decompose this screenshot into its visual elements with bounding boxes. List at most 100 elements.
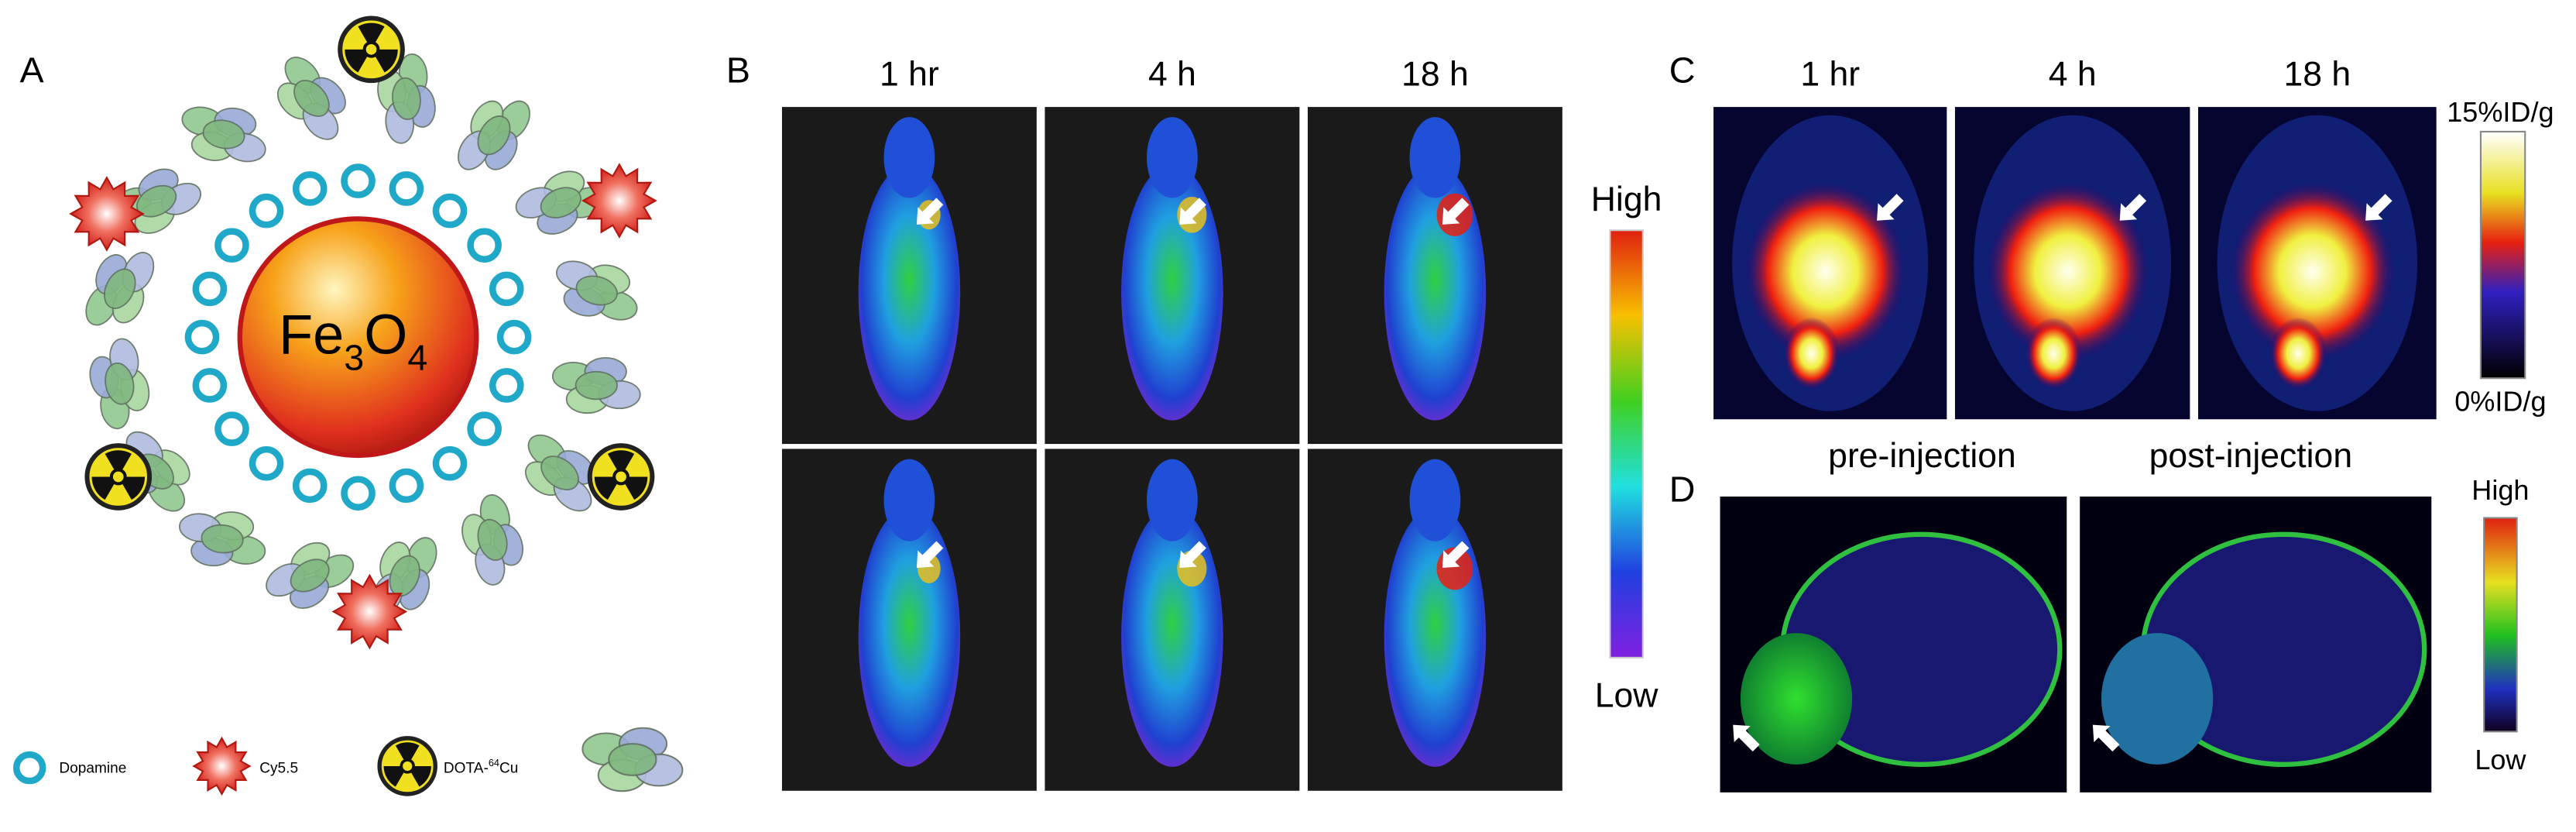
legend-icon [581,727,684,792]
panel-label: D [1669,469,1696,509]
legend: Dopamine Cy5.5 DOTA-64Cu [12,727,684,796]
mouse-head [1409,117,1461,198]
legend-label: Cy5.5 [259,760,298,776]
protein [377,53,436,144]
panel-label: B [726,50,750,90]
protein-part [477,115,511,156]
arrow-shape [1179,541,1206,569]
radio-blade [371,49,398,73]
arrow [2365,194,2392,221]
pet-signal [1985,180,2150,362]
dopamine [432,193,468,229]
arrow [1442,541,1470,569]
color-bar [1609,229,1644,658]
protein [458,100,530,170]
legend-icon [192,736,252,796]
protein [551,357,641,414]
protein-part [104,268,136,309]
arrow-shape [1442,198,1470,225]
dopamine [467,411,502,446]
mouse-head [883,459,935,541]
legend-label: DOTA-64Cu [444,757,518,776]
mouse-body [858,507,961,767]
arrow [916,541,944,569]
dopamine [467,228,502,263]
pet-signal [1783,317,1840,390]
protein-part [575,370,618,401]
mouse-body [1384,164,1487,421]
radio-blade [383,765,408,787]
protein-part [202,119,245,150]
radio-center [109,468,127,486]
image-title: pre-injection [1828,437,2016,475]
arrow [1179,541,1206,569]
protein-part [392,77,421,120]
legend-icon [12,751,46,785]
time-label: 1 hr [880,56,939,94]
protein-part [290,559,330,593]
dopamine [389,171,424,206]
protein [89,338,150,430]
dopamine [184,319,220,355]
dopamine [292,171,328,206]
image-title: post-injection [2149,437,2352,475]
dopamine [496,319,532,355]
time-label: 4 h [2049,56,2097,94]
dopamine [192,368,228,403]
radio-blade [395,742,420,766]
dopamine [192,271,228,307]
protein-part [293,80,330,117]
protein [581,727,684,792]
tumor [1740,633,1853,765]
arrow-shape [916,541,944,569]
tumor [2101,633,2214,765]
time-label: 1 hr [1800,56,1860,94]
pet-signal [2269,317,2327,390]
radio-blade [118,476,146,500]
mouse-head [883,117,935,198]
scale-label: High [1591,180,1662,218]
dopamine [389,468,424,504]
radio-center [400,758,415,774]
scale-label: High [2471,474,2529,506]
dopamine [214,411,249,446]
protein [525,434,595,512]
protein [181,106,266,163]
protein [276,57,346,140]
mouse-body [1121,507,1223,767]
dopamine [214,228,249,263]
arrow-shape [2365,194,2392,221]
radio-center [362,40,380,58]
panel-label: C [1669,50,1696,90]
arrow-shape [1733,724,1760,752]
mouse-head [1147,459,1198,541]
arrow-shape [1442,541,1470,569]
protein-part [575,275,618,306]
cy55-dye [581,163,657,239]
protein-part [477,518,508,561]
pet-signal [1744,180,1908,362]
mouse-body [1121,164,1223,421]
radio-blade [594,476,622,500]
pet-signal [2228,180,2396,362]
mouse-body [858,164,961,421]
time-label: 4 h [1148,56,1196,94]
panel-c: C 15%ID/g 0%ID/g 1 hr 4 h 18 h [1669,50,2554,420]
protein [515,170,606,235]
arrow [2092,724,2120,752]
arrow-shape [916,198,944,225]
core [237,216,479,459]
scale-label: 0%ID/g [2454,386,2546,418]
arrow [1442,198,1470,225]
arrow [1179,198,1206,225]
radio-center [612,468,629,486]
mouse-head [1147,117,1198,198]
arrow [1877,194,1904,221]
dopamine [292,468,328,504]
protein-part [608,743,657,776]
protein [179,511,266,567]
panel-label: A [19,50,44,90]
radio-blade [621,476,648,500]
radio-blade [91,476,118,500]
